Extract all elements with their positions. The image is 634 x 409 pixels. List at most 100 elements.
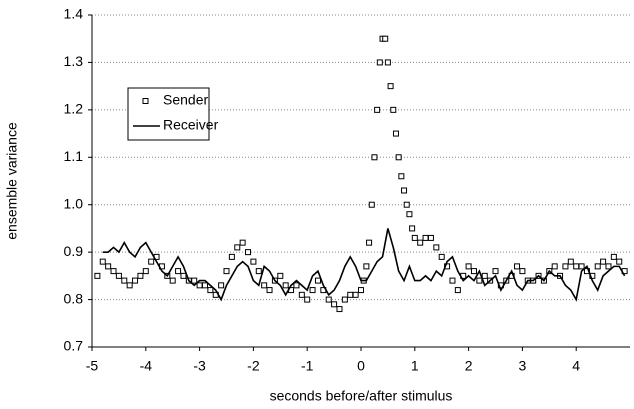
- y-tick-label: 1.4: [64, 6, 84, 22]
- sender-point: [562, 263, 569, 270]
- sender-point: [94, 272, 101, 279]
- sender-point: [384, 59, 391, 66]
- sender-point: [551, 263, 558, 270]
- sender-point: [403, 201, 410, 208]
- sender-point: [409, 225, 416, 232]
- sender-point: [449, 277, 456, 284]
- y-tick-label: 1.2: [64, 101, 84, 117]
- legend-label: Receiver: [163, 117, 219, 133]
- legend-marker: [142, 98, 149, 104]
- x-tick-label: 2: [465, 358, 473, 374]
- sender-point: [616, 258, 623, 265]
- sender-point: [406, 211, 413, 218]
- sender-point: [578, 263, 585, 270]
- sender-point: [605, 263, 612, 270]
- sender-point: [382, 35, 389, 42]
- x-tick-label: -1: [301, 358, 314, 374]
- sender-point: [366, 239, 373, 246]
- sender-point: [99, 258, 106, 265]
- x-tick-label: -5: [86, 358, 99, 374]
- sender-point: [196, 282, 203, 289]
- sender-point: [336, 306, 343, 313]
- x-tick-label: 1: [411, 358, 419, 374]
- sender-point: [110, 268, 117, 275]
- sender-point: [363, 263, 370, 270]
- sender-point: [142, 268, 149, 275]
- sender-point: [433, 244, 440, 251]
- sender-point: [401, 187, 408, 194]
- y-axis-label: ensemble variance: [4, 122, 20, 240]
- sender-point: [347, 291, 354, 298]
- sender-point: [245, 249, 252, 256]
- sender-point: [481, 272, 488, 279]
- sender-point: [175, 268, 182, 275]
- sender-point: [277, 272, 284, 279]
- y-tick-label: 0.8: [64, 290, 84, 306]
- sender-point: [105, 263, 112, 270]
- sender-point: [223, 268, 230, 275]
- sender-point: [470, 268, 477, 275]
- sender-point: [132, 277, 139, 284]
- sender-point: [331, 301, 338, 308]
- y-tick-label: 1.1: [64, 148, 84, 164]
- sender-point: [352, 291, 359, 298]
- x-tick-label: -4: [140, 358, 153, 374]
- sender-point: [417, 239, 424, 246]
- sender-point: [180, 272, 187, 279]
- sender-point: [115, 272, 122, 279]
- sender-point: [137, 272, 144, 279]
- sender-point: [255, 268, 262, 275]
- sender-point: [411, 234, 418, 241]
- sender-point: [395, 154, 402, 161]
- sender-point: [126, 282, 133, 289]
- sender-point: [514, 263, 521, 270]
- receiver-line: [102, 228, 626, 302]
- sender-point: [427, 234, 434, 241]
- sender-point: [476, 277, 483, 284]
- y-tick-label: 1.0: [64, 195, 84, 211]
- sender-point: [398, 173, 405, 180]
- legend-label: Sender: [163, 92, 208, 108]
- sender-point: [438, 253, 445, 260]
- sender-point: [169, 277, 176, 284]
- x-tick-label: 3: [519, 358, 527, 374]
- x-tick-label: -3: [193, 358, 206, 374]
- sender-point: [314, 277, 321, 284]
- x-tick-label: 4: [572, 358, 580, 374]
- sender-point: [341, 296, 348, 303]
- sender-point: [239, 239, 246, 246]
- sender-point: [207, 287, 214, 294]
- sender-point: [250, 258, 257, 265]
- sender-point: [304, 296, 311, 303]
- sender-point: [600, 258, 607, 265]
- sender-point: [234, 244, 241, 251]
- sender-point: [567, 258, 574, 265]
- sender-point: [228, 253, 235, 260]
- y-tick-label: 0.9: [64, 243, 84, 259]
- sender-point: [454, 287, 461, 294]
- sender-point: [282, 282, 289, 289]
- sender-point: [422, 234, 429, 241]
- x-axis-label: seconds before/after stimulus: [270, 388, 453, 404]
- sender-point: [218, 282, 225, 289]
- sender-point: [392, 130, 399, 137]
- y-tick-label: 1.3: [64, 53, 84, 69]
- sender-point: [261, 282, 268, 289]
- sender-point: [492, 268, 499, 275]
- sender-point: [374, 106, 381, 113]
- x-tick-label: 0: [357, 358, 365, 374]
- sender-point: [191, 277, 198, 284]
- sender-point: [573, 263, 580, 270]
- sender-point: [519, 268, 526, 275]
- sender-point: [121, 277, 128, 284]
- sender-point: [465, 263, 472, 270]
- sender-point: [594, 263, 601, 270]
- sender-point: [368, 201, 375, 208]
- x-tick-label: -2: [247, 358, 260, 374]
- sender-point: [358, 287, 364, 294]
- sender-point: [266, 287, 273, 294]
- sender-point: [201, 282, 208, 289]
- sender-point: [376, 59, 383, 66]
- sender-point: [309, 287, 316, 294]
